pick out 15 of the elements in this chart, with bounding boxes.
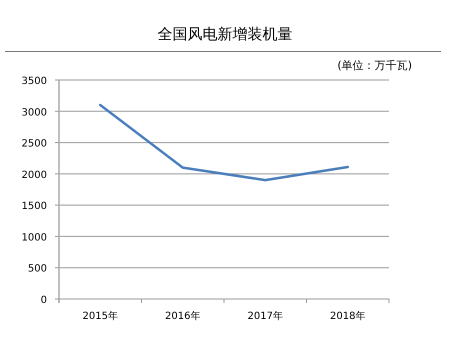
- x-tick-label: 2017年: [248, 310, 283, 322]
- text: (单位：万千瓦): [337, 59, 412, 72]
- y-tick-label: 1500: [22, 201, 47, 212]
- x-tick-label: 2018年: [330, 310, 366, 322]
- y-tick-label: 0: [40, 295, 47, 306]
- y-tick-label: 1000: [22, 232, 47, 244]
- y-tick-label: 2500: [22, 138, 47, 150]
- chart-title: 全国风电新增装机量: [158, 25, 292, 43]
- y-tick-label: 3000: [22, 107, 47, 118]
- y-tick-label: 3500: [22, 76, 47, 87]
- y-tick-label: 2000: [22, 170, 47, 181]
- x-tick-label: 2015年: [82, 310, 118, 322]
- x-tick-label: 2016年: [165, 310, 200, 322]
- line-series: [99, 104, 349, 182]
- y-tick-label: 500: [28, 264, 47, 275]
